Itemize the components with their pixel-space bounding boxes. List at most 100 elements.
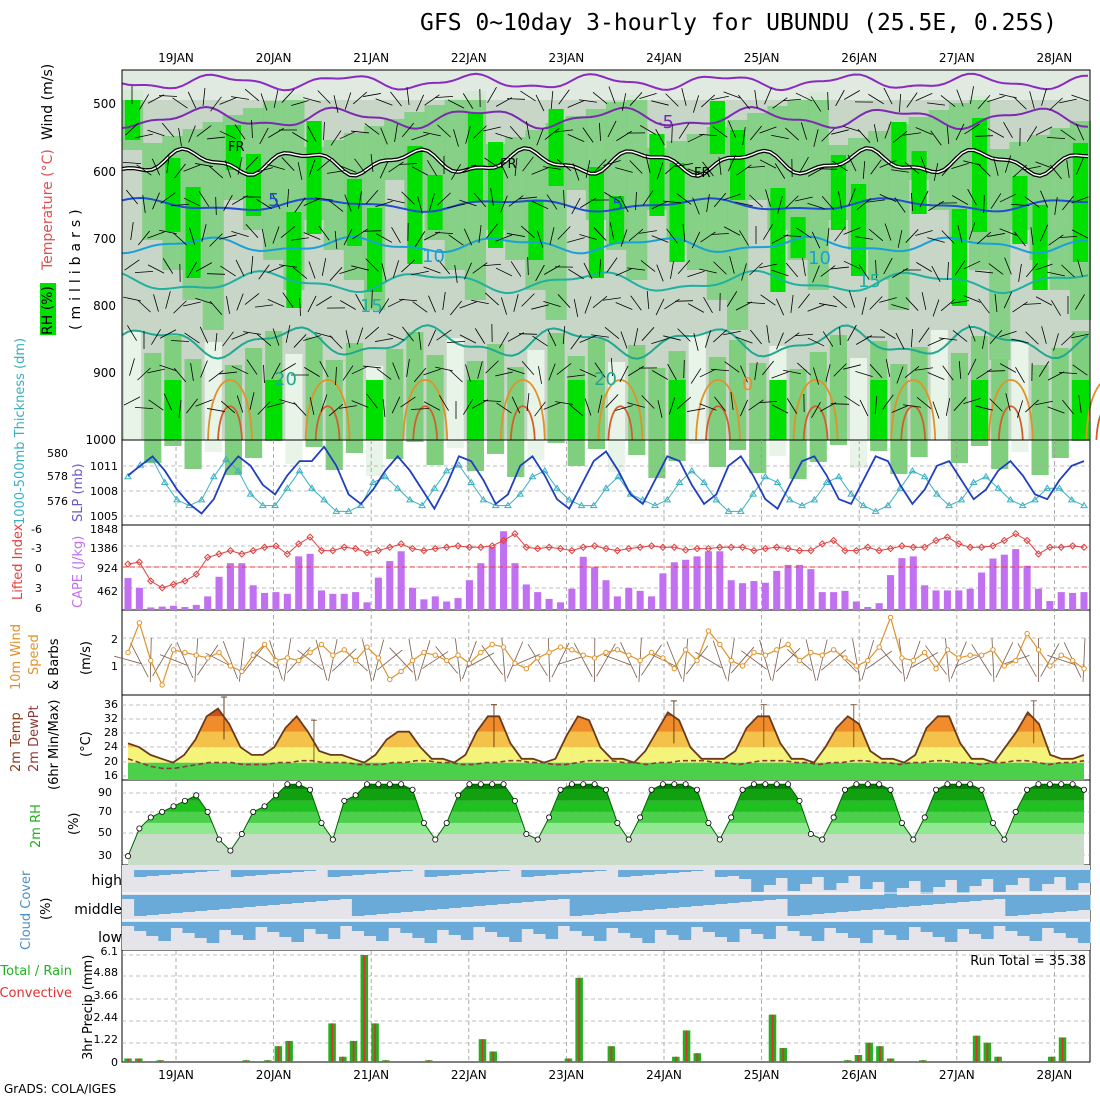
rh-shade	[505, 137, 527, 260]
wind-barb-upper	[293, 402, 307, 416]
wind-barb-upper	[905, 297, 919, 311]
cloud-high-cell	[424, 870, 438, 877]
cloud-high-cell	[666, 870, 680, 873]
wind-barb-upper	[333, 95, 339, 113]
cloud-high-cell	[351, 870, 365, 875]
wind-barb-upper	[231, 230, 249, 238]
wind-barb-upper	[387, 333, 405, 341]
wind-barb-upper	[687, 133, 705, 143]
cloud-low-cell	[327, 922, 341, 939]
rh-shading	[122, 70, 1091, 479]
wind-barb-upper	[710, 368, 730, 372]
wind-barb-upper	[231, 365, 249, 375]
li-point	[773, 543, 781, 551]
cape-tick: 462	[97, 585, 118, 598]
thickness-point	[540, 466, 549, 474]
wind-barb-upper	[1066, 160, 1070, 178]
wind-barb-upper	[282, 292, 294, 308]
wind-barb-upper	[1048, 234, 1064, 246]
wind-barb-upper	[956, 89, 964, 107]
li-point	[1012, 530, 1020, 538]
cape-bar	[966, 588, 974, 610]
wind-barb-upper	[862, 160, 866, 180]
li-point	[556, 544, 565, 553]
wind-barb-upper	[138, 230, 150, 246]
wind-barb-upper	[868, 228, 884, 242]
wind-barb-upper	[771, 371, 789, 379]
wind-barb-upper	[573, 299, 579, 317]
wind-barb-upper	[125, 122, 139, 136]
rh-point	[876, 781, 883, 788]
cape-bar	[1057, 592, 1065, 610]
date-label-top: 23JAN	[549, 51, 585, 65]
wind-barb-upper	[963, 397, 981, 405]
cloud-mid-cell	[364, 895, 377, 915]
wind-speed-point	[170, 647, 177, 653]
wind-speed-point	[261, 641, 268, 648]
cloud-low-cell	[811, 922, 825, 941]
wind-barb-upper	[813, 129, 819, 147]
rh-point	[329, 836, 336, 843]
wind-barb-upper	[990, 193, 1002, 209]
wind-barb-upper	[245, 224, 259, 238]
wind-barb-upper	[351, 365, 369, 375]
wind-barb-upper	[651, 100, 669, 106]
wind-barb-upper	[762, 360, 774, 376]
rh-point	[694, 786, 701, 793]
wind-barb-upper	[339, 165, 357, 173]
rh-point	[432, 836, 439, 843]
wind-barb-10m	[759, 639, 772, 681]
rh-point	[466, 781, 473, 788]
cloud-low-cell	[533, 922, 546, 934]
wind-barb-upper	[978, 298, 990, 314]
wind-barb-upper	[668, 397, 676, 415]
wind-barb-upper	[513, 294, 519, 312]
cloud-low-cell	[969, 922, 982, 934]
cloud-level-high: high	[91, 873, 122, 889]
wind-barb-upper	[785, 195, 799, 209]
wind-barb-upper	[219, 234, 237, 240]
wind-barb-upper	[256, 333, 272, 347]
cloud-high-cell	[872, 870, 885, 882]
wind-speed-point	[455, 652, 461, 658]
date-label-bottom: 24JAN	[646, 1068, 682, 1082]
temp-tick: 16	[104, 769, 118, 782]
wind-barb-upper	[794, 333, 814, 337]
rh-shade-moist	[649, 134, 665, 216]
wind-barb-upper	[656, 264, 664, 282]
wind-barb-upper	[549, 227, 555, 245]
wind-barb-upper	[964, 123, 980, 135]
wind-barb-upper	[906, 92, 918, 108]
wind-speed-point	[865, 657, 871, 664]
wind-barb-10m	[821, 649, 847, 671]
wind-barb-upper	[585, 160, 591, 178]
wind-barb-upper	[664, 161, 680, 175]
thickness-point	[528, 472, 537, 480]
wind-barb-upper	[593, 159, 607, 173]
wind-barb-upper	[473, 125, 487, 139]
wind-barb-upper	[267, 164, 285, 170]
li-point	[408, 544, 417, 553]
wind-barb-upper	[1035, 161, 1053, 169]
cape-bar	[238, 563, 246, 610]
temp-unit-label: (°C)	[79, 731, 94, 757]
wind-barb-upper	[620, 331, 628, 349]
precip-conv-bar	[1050, 1056, 1053, 1062]
wind-barb-upper	[406, 359, 410, 377]
wind-barb-upper	[335, 366, 337, 386]
thickness-point	[847, 490, 856, 497]
wind-barb-upper	[137, 299, 151, 313]
wind-barb-upper	[663, 200, 681, 204]
thickness-point	[332, 507, 341, 514]
li-point	[898, 542, 906, 550]
contour-label: 15	[858, 271, 881, 292]
isotherm-25	[987, 379, 1034, 441]
cloud-high-cell	[848, 870, 861, 876]
wind-barb-upper	[339, 405, 357, 409]
cloud-low-cell	[775, 922, 788, 926]
cloud-mid-cell	[339, 895, 353, 899]
wind-barb-upper	[323, 121, 325, 141]
thickness-point	[945, 501, 954, 509]
contour-label: -5	[656, 112, 674, 133]
wind-barb-upper	[760, 294, 776, 306]
